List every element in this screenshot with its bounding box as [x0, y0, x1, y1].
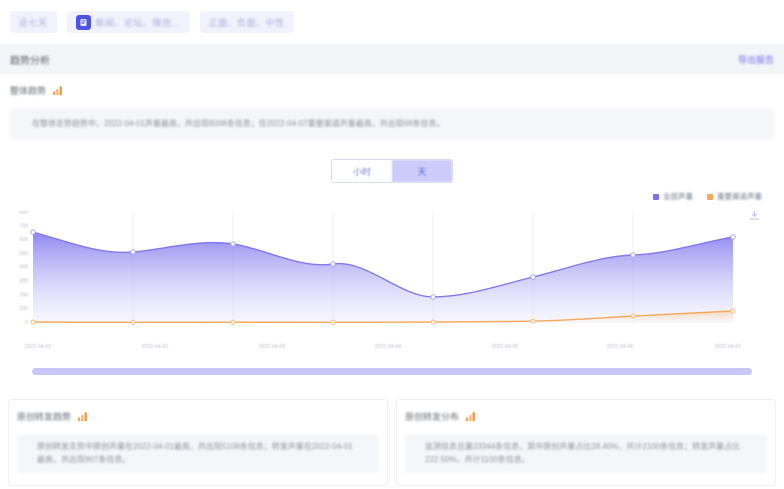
series-line-total — [32, 231, 734, 298]
legend-item-key-channel[interactable]: 重要渠道声量 — [707, 191, 762, 202]
legend-label-total: 全部声量 — [663, 192, 693, 201]
tab-hour[interactable]: 小时 — [332, 160, 392, 182]
svg-text:0: 0 — [25, 320, 28, 326]
series-area-key-channel — [33, 311, 733, 323]
trend-chart: 全部声量 重要渠道声量 — [10, 189, 774, 364]
trend-section-header: 整体趋势 — [10, 84, 774, 97]
trend-panel: 整体趋势 在整体走势趋势中，2022-04-01声量最高，共出现6008条信息；… — [0, 74, 784, 375]
card-header: 原创转发趋势 — [17, 410, 379, 423]
svg-text:200: 200 — [19, 292, 28, 298]
card-title: 原创转发分布 — [405, 412, 460, 422]
tab-day[interactable]: 天 — [392, 160, 452, 182]
granularity-tabs: 小时 天 — [10, 159, 774, 183]
filter-chip-label: 新闻、论坛、微信... — [95, 17, 181, 28]
bar-chart-icon — [52, 85, 63, 96]
svg-text:2022-04-05: 2022-04-05 — [492, 344, 519, 350]
card-title: 原创转发趋势 — [17, 412, 72, 422]
book-icon — [75, 14, 91, 30]
svg-text:2022-04-06: 2022-04-06 — [607, 344, 634, 350]
series-points-total — [30, 229, 736, 300]
svg-text:400: 400 — [19, 265, 28, 271]
bar-chart-icon — [465, 411, 476, 422]
chart-range-slider-row — [10, 364, 774, 375]
card-header: 原创转发分布 — [405, 410, 767, 423]
bar-chart-icon — [77, 411, 88, 422]
filter-chip-date-range[interactable]: 近七天 — [10, 11, 57, 33]
svg-text:800: 800 — [19, 211, 28, 216]
chart-plot-area — [30, 211, 736, 325]
svg-text:2022-04-07: 2022-04-07 — [715, 344, 742, 350]
bottom-cards: 原创转发趋势 原创转发走势中原创声量在2022-04-01最高，共出现5108条… — [0, 387, 784, 486]
chart-y-axis: 800 700 600 500 400 300 200 100 0 — [19, 211, 28, 326]
export-report-link[interactable]: 导出报告 — [737, 54, 774, 65]
filter-chip-sources[interactable]: 新闻、论坛、微信... — [66, 11, 190, 33]
download-icon[interactable] — [749, 208, 760, 226]
series-area-total — [33, 232, 733, 323]
trend-notice-text: 在整体走势趋势中，2022-04-01声量最高，共出现6008条信息；在2022… — [10, 109, 774, 139]
svg-text:2022-04-01: 2022-04-01 — [25, 344, 52, 350]
page-header: 趋势分析 导出报告 — [0, 44, 784, 74]
filter-chip-sentiment[interactable]: 正面、负面、中性 — [199, 11, 294, 33]
card-original-repost-trend: 原创转发趋势 原创转发走势中原创声量在2022-04-01最高，共出现5108条… — [8, 399, 388, 486]
svg-text:600: 600 — [19, 237, 28, 243]
trend-section-title: 整体趋势 — [10, 86, 47, 96]
svg-text:500: 500 — [19, 251, 28, 257]
filter-chip-label: 正面、负面、中性 — [208, 17, 285, 28]
svg-text:2022-04-04: 2022-04-04 — [375, 344, 402, 350]
legend-swatch-key-channel — [707, 193, 713, 200]
card-notice-text: 监测信息总量23344条信息，其中原创声量占比28.40%，共计2100条信息；… — [405, 435, 767, 473]
chart-range-slider[interactable] — [32, 368, 752, 375]
legend-swatch-total — [653, 193, 659, 200]
filter-chip-bar: 近七天 新闻、论坛、微信... 正面、负面、中性 — [0, 0, 784, 44]
svg-text:700: 700 — [19, 223, 28, 229]
chart-x-axis: 2022-04-01 2022-04-02 2022-04-03 2022-04-0… — [25, 344, 742, 350]
legend-item-total[interactable]: 全部声量 — [653, 191, 693, 202]
chart-legend: 全部声量 重要渠道声量 — [653, 191, 762, 202]
legend-label-key-channel: 重要渠道声量 — [717, 192, 762, 201]
card-original-repost-distribution: 原创转发分布 监测信息总量23344条信息，其中原创声量占比28.40%，共计2… — [396, 399, 776, 486]
filter-chip-label: 近七天 — [19, 17, 48, 28]
panel-gap — [0, 375, 784, 387]
svg-text:2022-04-03: 2022-04-03 — [259, 344, 286, 350]
page-title: 趋势分析 — [10, 55, 50, 67]
svg-text:2022-04-02: 2022-04-02 — [142, 344, 169, 350]
svg-text:300: 300 — [19, 279, 28, 285]
svg-text:100: 100 — [19, 306, 28, 312]
card-notice-text: 原创转发走势中原创声量在2022-04-01最高，共出现5108条信息；转发声量… — [17, 435, 379, 473]
series-points-key-channel — [30, 308, 736, 325]
